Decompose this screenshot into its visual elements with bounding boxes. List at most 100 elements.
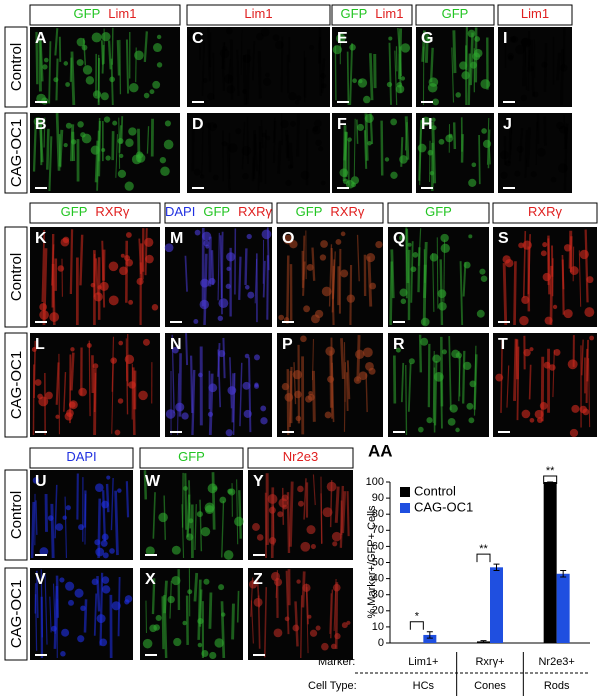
header-word: GFP (425, 204, 452, 219)
signal (346, 360, 351, 400)
signal (177, 373, 180, 436)
cell (124, 181, 134, 191)
signal (289, 142, 294, 169)
signal (231, 603, 235, 640)
cell (243, 409, 252, 419)
panel-letter: B (35, 116, 47, 133)
signal (55, 113, 61, 171)
panel-letter: U (35, 473, 47, 490)
signal (363, 130, 368, 169)
signal (318, 27, 322, 64)
cell (471, 162, 477, 168)
cell-type: Rods (544, 680, 570, 692)
cell (128, 127, 137, 136)
signal (88, 340, 91, 417)
signal (286, 134, 291, 162)
cell (504, 116, 513, 126)
signal (35, 31, 39, 85)
signal (397, 27, 401, 54)
column-header-box (276, 202, 384, 224)
row-label: CAG-OC1 (8, 580, 25, 648)
cell (284, 616, 290, 622)
cell (399, 155, 408, 164)
signal (388, 42, 392, 105)
signal (241, 121, 246, 170)
column-header-box (139, 447, 244, 469)
cell (265, 135, 271, 141)
row-label-box (4, 332, 28, 438)
cell (530, 171, 537, 178)
column-header: RXRγ (528, 204, 562, 219)
cell (63, 142, 68, 148)
cell (163, 139, 174, 150)
cell (149, 624, 157, 633)
signal (232, 372, 236, 436)
cell (509, 36, 517, 43)
cell (521, 409, 531, 419)
signal (252, 133, 257, 179)
signal (452, 122, 457, 149)
signal (400, 362, 405, 403)
cell (70, 347, 75, 352)
signal (343, 362, 346, 432)
signal (459, 261, 464, 326)
row-label: Control (8, 43, 25, 91)
cell (187, 33, 196, 42)
cell (149, 89, 155, 95)
signal (503, 136, 507, 165)
cell (300, 335, 307, 343)
cell (421, 116, 431, 126)
cell (502, 255, 511, 264)
signal (161, 596, 165, 650)
panel-letter: S (498, 230, 509, 247)
column-header-box (29, 447, 134, 469)
signal (380, 120, 384, 176)
cell (521, 295, 530, 305)
cell (557, 163, 568, 174)
cell (186, 533, 194, 541)
cell (479, 268, 486, 275)
signal (563, 114, 566, 141)
cell (105, 155, 111, 161)
panel-letter: G (421, 30, 433, 47)
y-axis-label: % Marker+/GFP+ Cells (366, 505, 378, 619)
signal (293, 362, 297, 405)
signal (58, 353, 60, 435)
signal (349, 43, 354, 106)
cell (586, 276, 594, 284)
signal (527, 234, 531, 295)
cell (441, 349, 447, 355)
column-header-box (331, 4, 413, 26)
header-word: Lim1 (521, 6, 549, 21)
cell (100, 539, 108, 547)
signal (252, 41, 256, 81)
signal (333, 578, 337, 631)
cell (281, 494, 289, 502)
panel-letter: K (35, 230, 47, 247)
cell (356, 123, 365, 131)
signal (191, 369, 196, 436)
row-label-box (4, 226, 28, 328)
cell (335, 239, 342, 245)
cell (437, 289, 447, 299)
signal (197, 579, 202, 640)
signal (118, 117, 121, 169)
signal (117, 577, 121, 637)
legend-swatch (400, 503, 410, 513)
cell (90, 282, 96, 288)
signal (342, 125, 347, 182)
cell (82, 65, 93, 75)
cell (182, 620, 187, 626)
signal (30, 501, 35, 559)
signal (581, 339, 584, 376)
signal (186, 494, 191, 537)
cell (571, 404, 580, 413)
cell (81, 133, 92, 144)
cell (118, 340, 124, 346)
cell (125, 232, 132, 238)
cell (142, 638, 153, 649)
cell (340, 269, 349, 278)
panel-letter: C (192, 30, 204, 47)
signal (41, 229, 46, 302)
signal (311, 247, 316, 281)
